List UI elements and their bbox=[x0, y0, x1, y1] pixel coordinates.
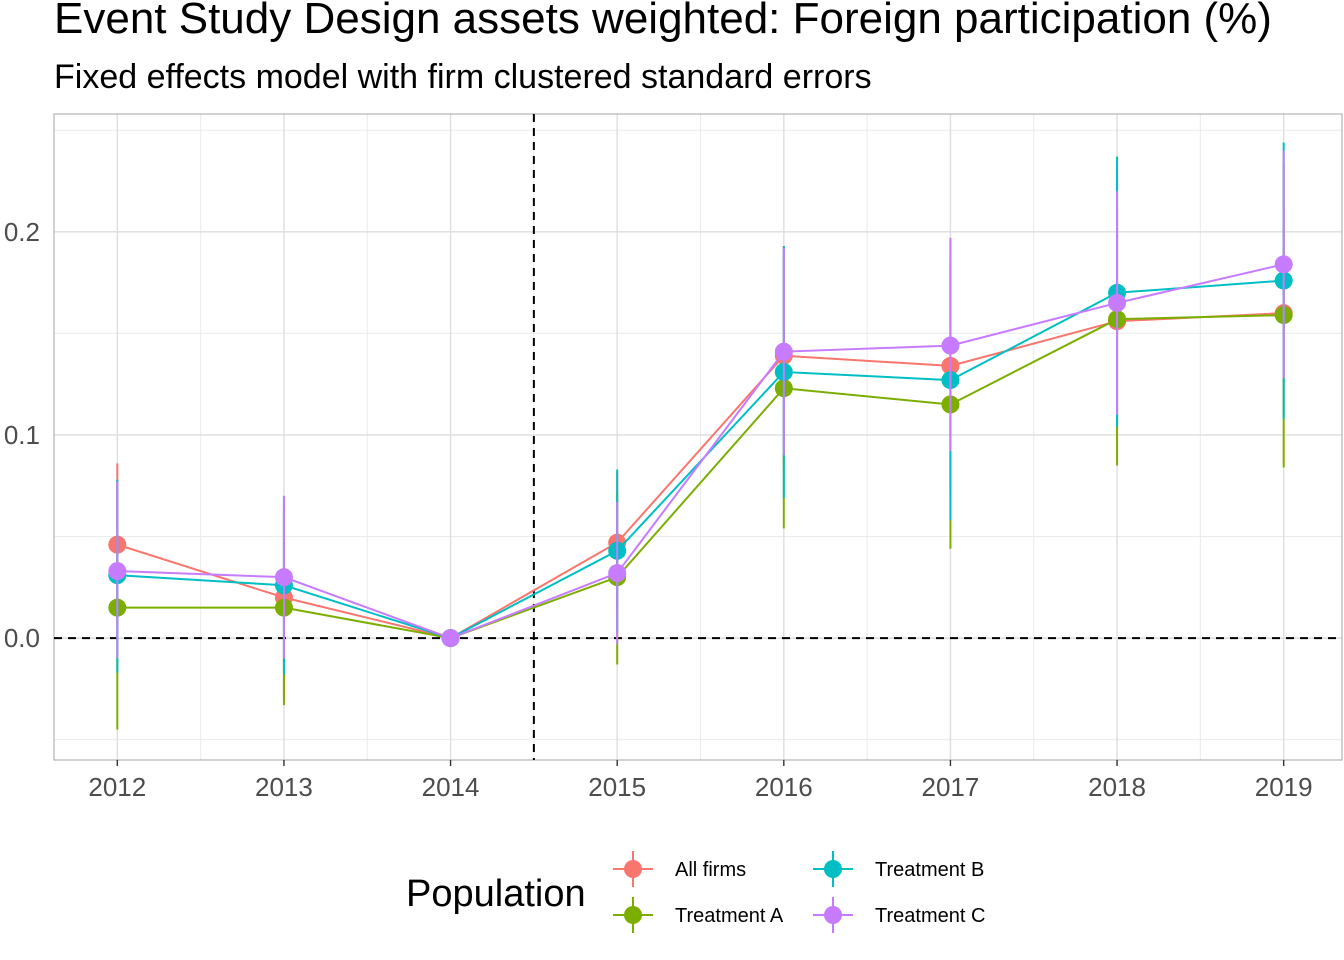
series-line bbox=[117, 314, 1284, 640]
x-tick-label: 2019 bbox=[1255, 772, 1313, 802]
legend-key-point bbox=[824, 906, 842, 924]
data-point bbox=[774, 342, 793, 361]
y-tick-label: 0.1 bbox=[4, 420, 40, 450]
x-tick-label: 2013 bbox=[255, 772, 313, 802]
y-tick-label: 0.2 bbox=[4, 217, 40, 247]
legend-item-treatment-b: Treatment B bbox=[813, 851, 984, 887]
legend-key-point bbox=[824, 860, 842, 878]
series-line bbox=[117, 263, 1284, 640]
reference-lines bbox=[54, 114, 1342, 760]
data-point bbox=[1274, 255, 1293, 274]
x-tick-label: 2014 bbox=[422, 772, 480, 802]
x-tick-label: 2015 bbox=[588, 772, 646, 802]
legend-label: All firms bbox=[675, 859, 746, 881]
data-point bbox=[108, 562, 127, 581]
series-line bbox=[117, 312, 1284, 640]
legend-item-all-firms: All firms bbox=[613, 851, 746, 887]
x-tick-label: 2016 bbox=[755, 772, 813, 802]
data-point bbox=[608, 564, 627, 583]
x-tick-label: 2018 bbox=[1088, 772, 1146, 802]
legend-label: Treatment A bbox=[675, 905, 784, 927]
data-point bbox=[941, 336, 960, 355]
data-point bbox=[441, 629, 460, 648]
legend-item-treatment-a: Treatment A bbox=[613, 897, 784, 933]
series-layer bbox=[108, 142, 1293, 730]
legend-item-treatment-c: Treatment C bbox=[813, 897, 985, 933]
x-tick-label: 2017 bbox=[922, 772, 980, 802]
legend-label: Treatment C bbox=[875, 905, 985, 927]
legend-title: Population bbox=[406, 873, 586, 915]
grid bbox=[53, 113, 1343, 761]
axes: 2012 2013 2014 2015 2016 2017 2018 2019 0.0 0.1 0.… bbox=[4, 217, 1313, 802]
data-point bbox=[1108, 293, 1127, 312]
legend-label: Treatment B bbox=[875, 859, 984, 881]
data-point bbox=[274, 568, 293, 587]
chart-title: Event Study Design assets weighted: Fore… bbox=[54, 0, 1272, 43]
chart-subtitle: Fixed effects model with firm clustered … bbox=[54, 58, 872, 96]
x-tick-label: 2012 bbox=[88, 772, 146, 802]
y-tick-label: 0.0 bbox=[4, 623, 40, 653]
legend-key-point bbox=[624, 906, 642, 924]
legend: Population All firms Treatment A Treatment… bbox=[406, 851, 985, 933]
series-treatment-c bbox=[108, 150, 1293, 659]
legend-key-point bbox=[624, 860, 642, 878]
panel-border bbox=[53, 113, 1343, 761]
